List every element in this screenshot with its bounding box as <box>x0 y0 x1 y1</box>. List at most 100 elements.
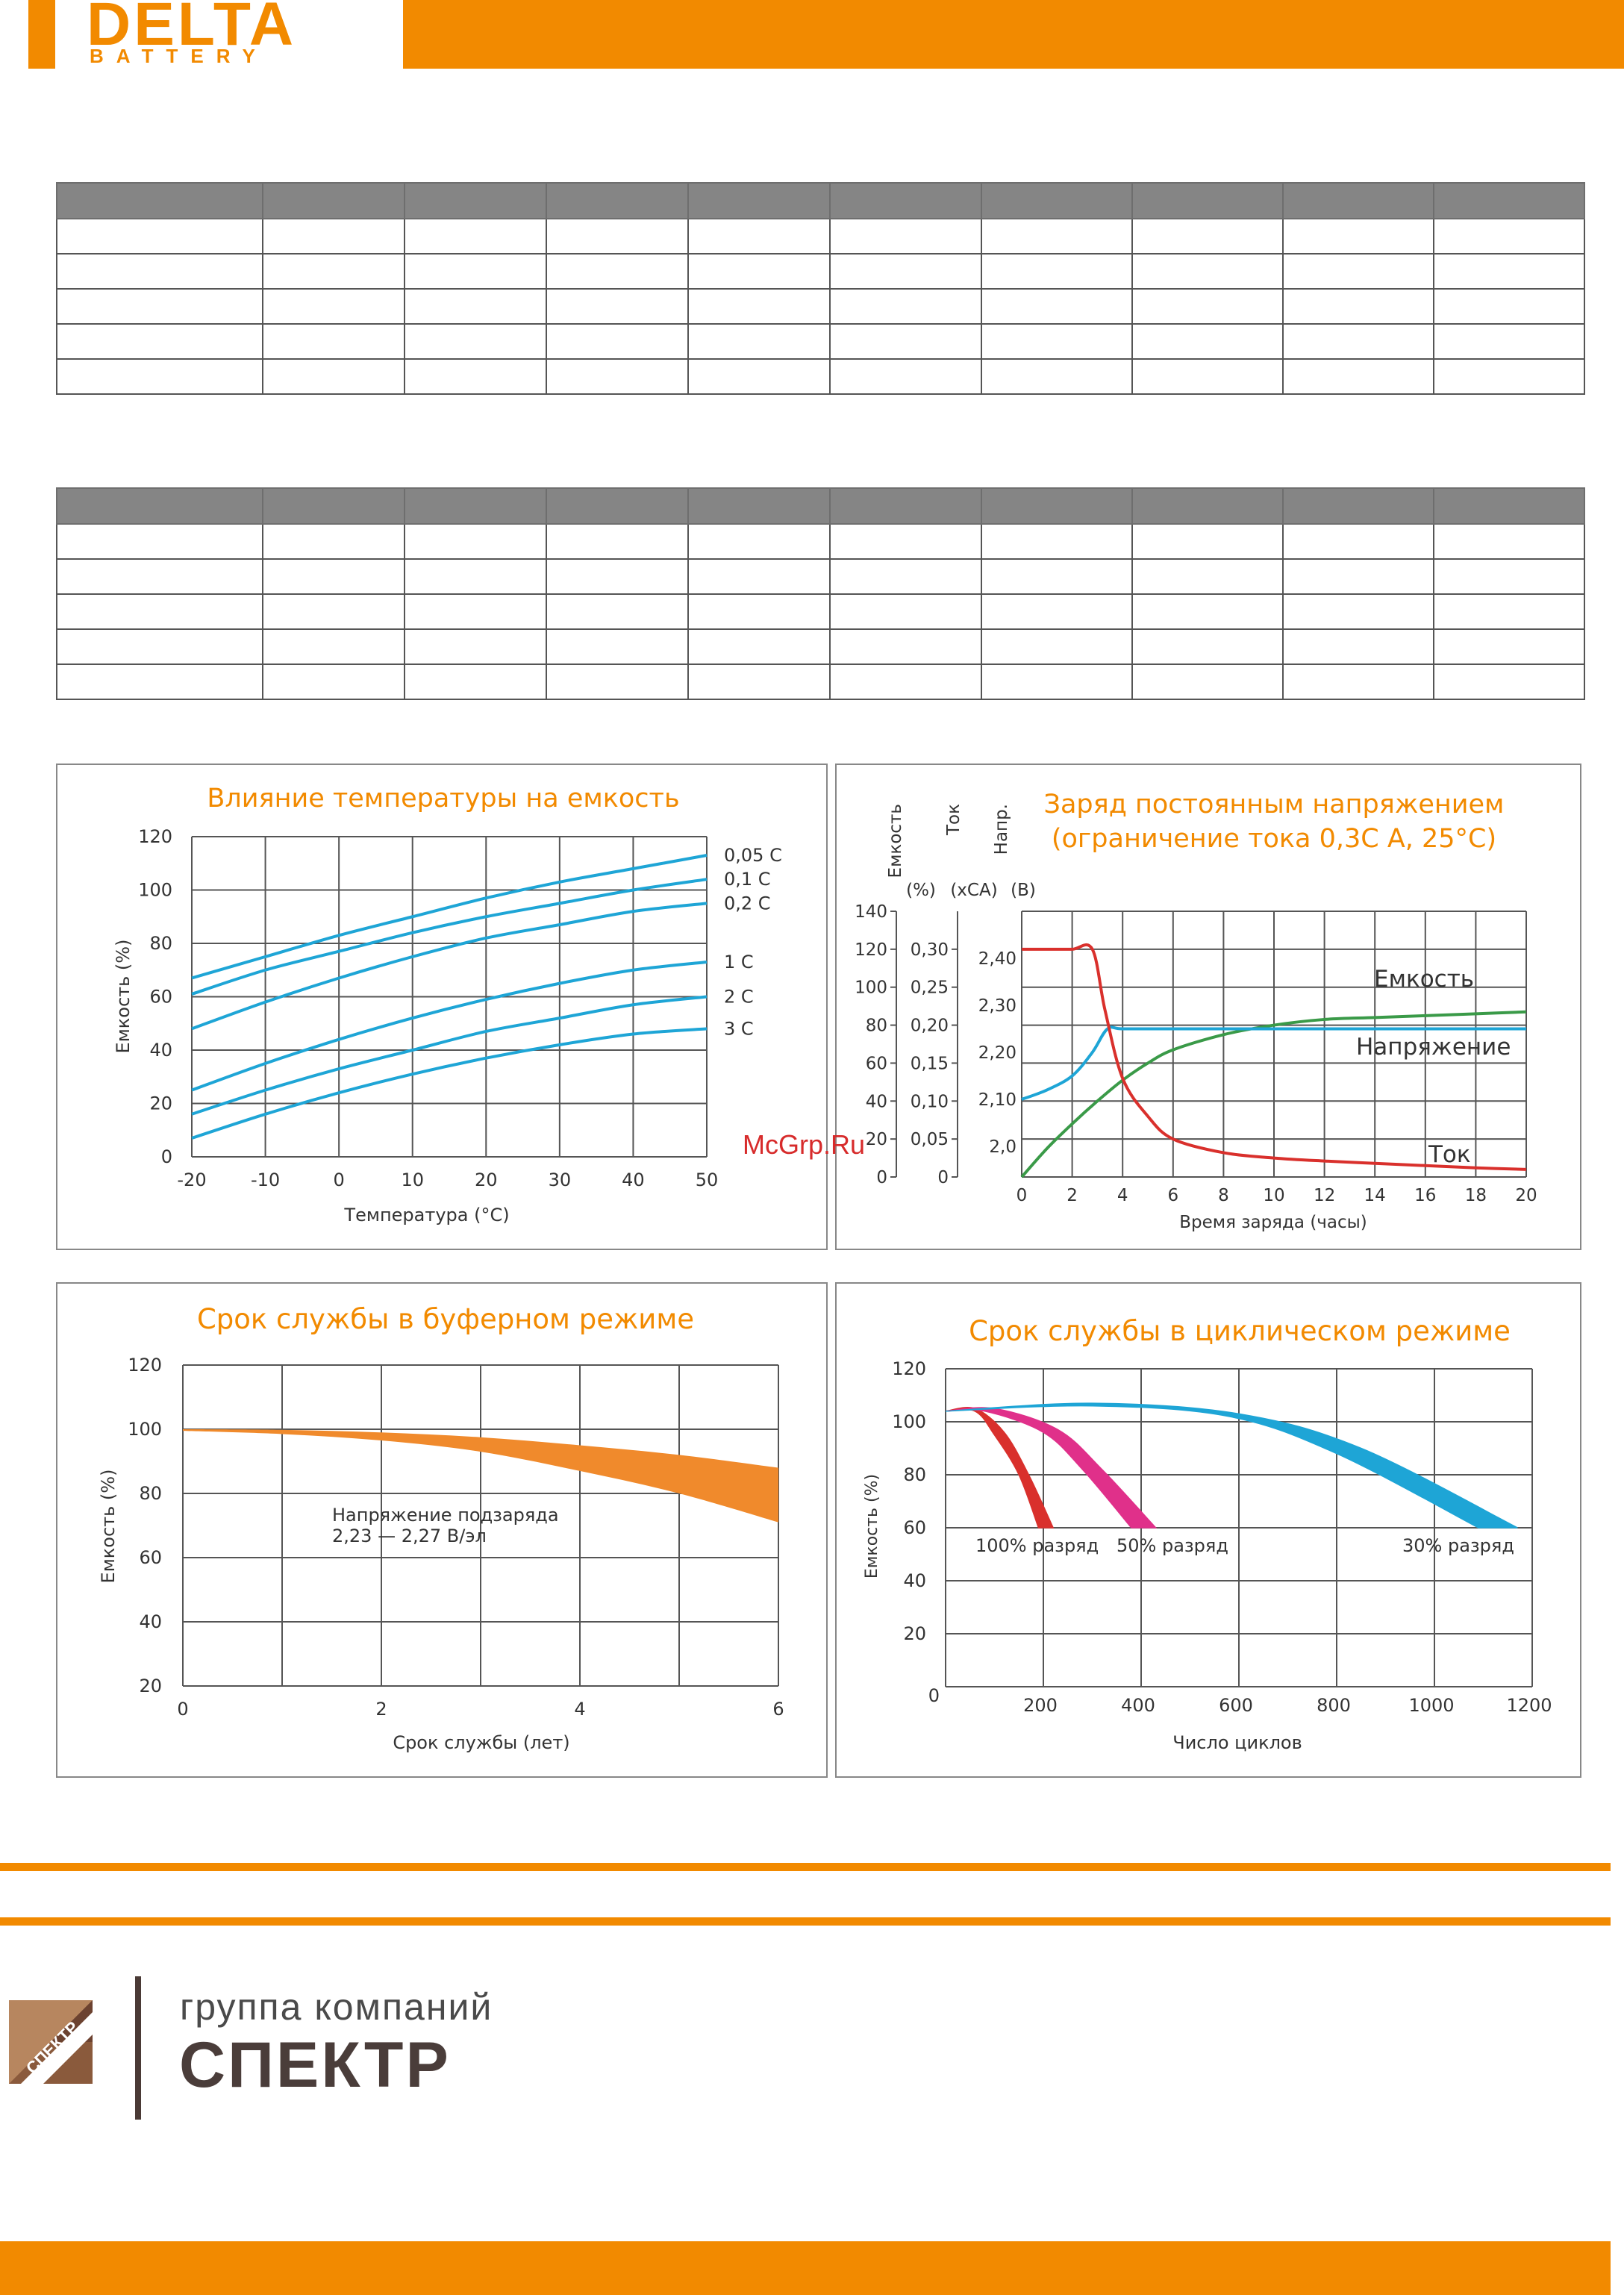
table-cell <box>262 253 405 290</box>
table-cell <box>1131 358 1284 395</box>
axis-header-unit: (В) <box>1011 881 1036 900</box>
series-label-current: Ток <box>1428 1141 1471 1168</box>
table-cell <box>687 663 831 700</box>
y-tick-label: 80 <box>149 933 172 954</box>
x-tick-label: 600 <box>1219 1695 1253 1716</box>
x-tick-label: 0 <box>1016 1186 1028 1205</box>
spec-table-2 <box>56 487 1585 700</box>
table-header-cell <box>404 182 547 219</box>
logo-stripe <box>28 0 55 69</box>
table-cell <box>981 523 1133 560</box>
y-tick-label: 60 <box>139 1547 162 1568</box>
table-cell <box>262 358 405 395</box>
table-cell <box>981 628 1133 665</box>
y-tick-label: 60 <box>149 987 172 1008</box>
table-cell <box>546 358 689 395</box>
table-cell <box>829 663 982 700</box>
x-tick-label: 0 <box>334 1170 345 1190</box>
current-tick-label: 0,10 <box>911 1092 949 1111</box>
panel-charge-chart: Заряд постоянным напряжением (ограничение… <box>835 764 1581 1250</box>
logo-delta-text: DELTA <box>87 0 297 58</box>
y-tick-label: 100 <box>138 880 172 901</box>
series-label: 0,1 С <box>724 869 771 890</box>
table-cell <box>829 593 982 630</box>
table-header-cell <box>56 487 263 525</box>
table-cell <box>1433 358 1585 395</box>
table-header-cell <box>56 182 263 219</box>
series-label: 3 С <box>724 1018 754 1039</box>
table-row <box>56 523 1585 560</box>
table-cell <box>981 663 1133 700</box>
table-cell <box>687 558 831 595</box>
x-tick-label: 50 <box>696 1170 719 1190</box>
table-cell <box>56 593 263 630</box>
capacity-tick-label: 100 <box>855 978 887 998</box>
x-tick-label: 2 <box>375 1699 387 1720</box>
table-header-cell <box>262 487 405 525</box>
series-label-voltage: Напряжение <box>1356 1034 1511 1061</box>
x-tick-label: 40 <box>622 1170 645 1190</box>
table-header-cell <box>546 182 689 219</box>
table-header-cell <box>1282 182 1434 219</box>
table-cell <box>1433 663 1585 700</box>
voltage-line <box>1021 1025 1526 1101</box>
voltage-tick-label: 2,30 <box>978 996 1016 1016</box>
y-tick-label: 40 <box>139 1611 162 1632</box>
chart-title: Влияние температуры на емкость <box>207 784 679 814</box>
series-label-capacity: Емкость <box>1374 966 1474 993</box>
y-tick-label: 120 <box>138 826 172 847</box>
table-cell <box>546 663 689 700</box>
y-tick-label: 120 <box>128 1355 162 1376</box>
table-cell <box>1433 523 1585 560</box>
table-cell <box>56 628 263 665</box>
table-cell <box>262 558 405 595</box>
table-cell <box>1131 663 1284 700</box>
header-bar <box>403 0 1624 69</box>
group-caption: группа компаний <box>180 1986 493 2028</box>
table-cell <box>1282 523 1434 560</box>
x-axis-label: Время заряда (часы) <box>1179 1213 1367 1232</box>
panel-temperature-chart: Влияние температуры на емкость 0 20 40 60 80 1… <box>56 764 828 1250</box>
y-tick-label: 120 <box>892 1358 926 1379</box>
table-cell <box>262 323 405 360</box>
table-cell <box>56 523 263 560</box>
bottom-bar <box>0 2241 1611 2295</box>
float-life-band <box>183 1429 778 1523</box>
cycle-life-band <box>945 1402 1518 1529</box>
table-header-cell <box>1131 182 1284 219</box>
x-tick-label: 18 <box>1465 1186 1487 1205</box>
table-cell <box>829 523 982 560</box>
constant-voltage-charge-chart: Заряд постоянным напряжением (ограничение… <box>855 790 1537 1232</box>
table-cell <box>1282 253 1434 290</box>
table-cell <box>687 358 831 395</box>
table-cell <box>404 593 547 630</box>
annotation-line-2: 2,23 — 2,27 В/эл <box>332 1526 487 1546</box>
table-cell <box>687 628 831 665</box>
chart-subtitle: (ограничение тока 0,3С А, 25°С) <box>1052 824 1496 854</box>
table-header-cell <box>1433 487 1585 525</box>
table-cell <box>262 523 405 560</box>
table-cell <box>56 358 263 395</box>
table-cell <box>404 523 547 560</box>
y-tick-label: 80 <box>903 1464 926 1485</box>
table-cell <box>1282 663 1434 700</box>
x-tick-label: 800 <box>1317 1695 1351 1716</box>
current-tick-label: 0,05 <box>911 1130 949 1149</box>
chart-title: Заряд постоянным напряжением <box>1044 790 1505 819</box>
table-cell <box>404 628 547 665</box>
table-cell <box>1433 593 1585 630</box>
table-header-cell <box>687 182 831 219</box>
table-cell <box>56 663 263 700</box>
x-tick-label: 20 <box>475 1170 498 1190</box>
voltage-tick-label: 2,10 <box>978 1090 1016 1110</box>
series-line <box>191 995 708 1116</box>
series-line <box>191 961 708 1092</box>
table-cell <box>404 218 547 255</box>
x-tick-label: 12 <box>1314 1186 1335 1205</box>
table-cell <box>829 218 982 255</box>
series-label: 0,05 С <box>724 845 782 866</box>
cycle-life-band <box>945 1407 1158 1529</box>
table-cell <box>546 288 689 325</box>
footer-line-bottom <box>0 1917 1611 1926</box>
delta-battery-logo: DELTA BATTERY <box>28 0 409 69</box>
